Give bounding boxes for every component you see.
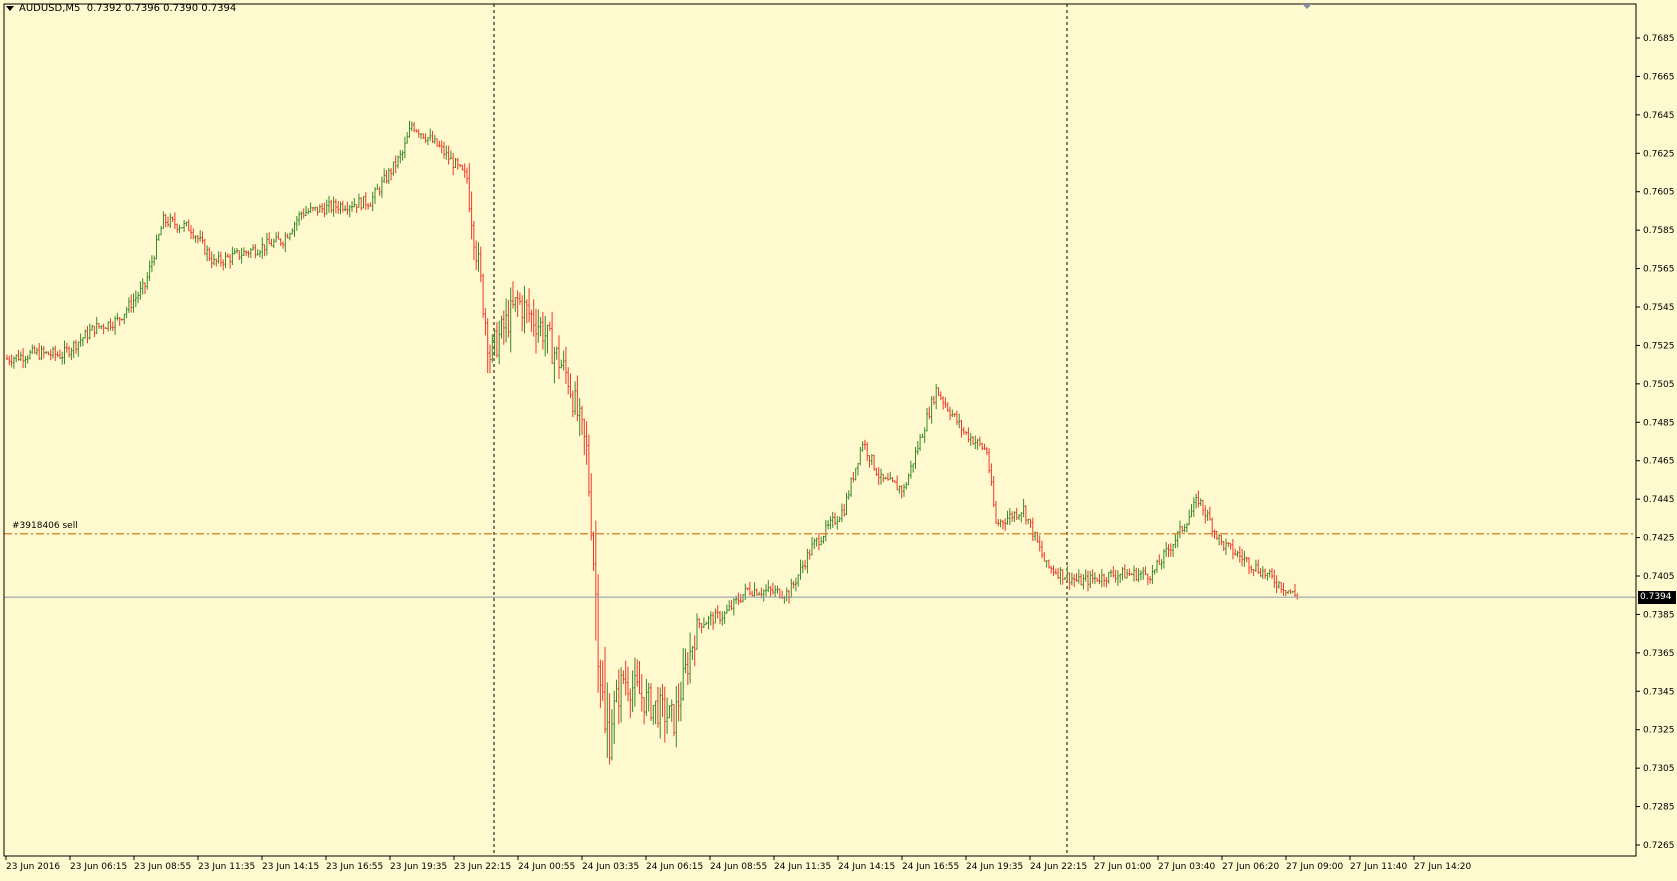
- x-tick-label: 23 Jun 16:55: [326, 862, 383, 872]
- x-tick-label: 24 Jun 19:35: [966, 862, 1023, 872]
- x-tick-label: 24 Jun 11:35: [774, 862, 831, 872]
- y-tick-label: 0.7385: [1643, 610, 1675, 620]
- y-tick-label: 0.7565: [1643, 265, 1675, 275]
- x-tick-label: 27 Jun 14:20: [1414, 862, 1471, 872]
- y-tick-label: 0.7485: [1643, 418, 1675, 428]
- y-tick-label: 0.7505: [1643, 380, 1675, 390]
- candles-layer: [6, 120, 1299, 765]
- current-price-tag: 0.7394: [1638, 591, 1676, 605]
- y-tick-label: 0.7285: [1643, 803, 1675, 813]
- x-tick-label: 23 Jun 11:35: [198, 862, 255, 872]
- y-tick-label: 0.7545: [1643, 303, 1675, 313]
- order-line-label[interactable]: #3918406 sell: [12, 520, 78, 531]
- axes-layer: 0.7685 0.7665 0.7645 0.7625 0.7605 0.7585 0.75…: [3, 3, 1675, 872]
- x-tick-label: 24 Jun 08:55: [710, 862, 767, 872]
- y-tick-label: 0.7605: [1643, 188, 1675, 198]
- plot-frame: [3, 3, 1637, 857]
- x-tick-label: 23 Jun 22:15: [454, 862, 511, 872]
- x-tick-label: 27 Jun 06:20: [1222, 862, 1279, 872]
- symbol-timeframe: AUDUSD,M5: [19, 3, 81, 14]
- x-tick-label: 27 Jun 01:00: [1094, 862, 1151, 872]
- x-tick-label: 27 Jun 11:40: [1350, 862, 1407, 872]
- x-tick-label: 24 Jun 00:55: [518, 862, 575, 872]
- x-tick-label: 23 Jun 08:55: [134, 862, 191, 872]
- y-tick-label: 0.7365: [1643, 649, 1675, 659]
- x-tick-label: 27 Jun 09:00: [1286, 862, 1343, 872]
- x-tick-label: 23 Jun 06:15: [70, 862, 127, 872]
- ohlc-values: 0.7392 0.7396 0.7390 0.7394: [86, 3, 237, 14]
- y-tick-label: 0.7325: [1643, 726, 1675, 736]
- x-tick-label: 24 Jun 03:35: [582, 862, 639, 872]
- y-tick-label: 0.7445: [1643, 495, 1675, 505]
- x-tick-label: 27 Jun 03:40: [1158, 862, 1215, 872]
- y-tick-label: 0.7345: [1643, 687, 1675, 697]
- y-tick-label: 0.7665: [1643, 72, 1675, 82]
- x-tick-label: 24 Jun 06:15: [646, 862, 703, 872]
- separator-layer: [493, 4, 1068, 856]
- y-tick-label: 0.7305: [1643, 764, 1675, 774]
- y-tick-label: 0.7625: [1643, 149, 1675, 159]
- x-tick-label: 24 Jun 16:55: [902, 862, 959, 872]
- y-tick-label: 0.7265: [1643, 841, 1675, 851]
- x-tick-label: 23 Jun 19:35: [390, 862, 447, 872]
- chart-shift-marker-icon: [1302, 4, 1312, 9]
- y-tick-label: 0.7585: [1643, 226, 1675, 236]
- y-tick-label: 0.7685: [1643, 34, 1675, 44]
- x-tick-label: 24 Jun 22:15: [1030, 862, 1087, 872]
- x-tick-label: 23 Jun 14:15: [262, 862, 319, 872]
- x-tick-label: 23 Jun 2016: [6, 862, 60, 872]
- chart-header: AUDUSD,M5 0.7392 0.7396 0.7390 0.7394: [6, 3, 236, 15]
- y-tick-label: 0.7645: [1643, 111, 1675, 121]
- x-tick-label: 24 Jun 14:15: [838, 862, 895, 872]
- y-tick-label: 0.7425: [1643, 534, 1675, 544]
- y-tick-label: 0.7465: [1643, 457, 1675, 467]
- chart-menu-triangle-icon[interactable]: [6, 6, 14, 11]
- price-lines-layer: [4, 533, 1636, 598]
- y-tick-label: 0.7405: [1643, 572, 1675, 582]
- y-tick-label: 0.7525: [1643, 341, 1675, 351]
